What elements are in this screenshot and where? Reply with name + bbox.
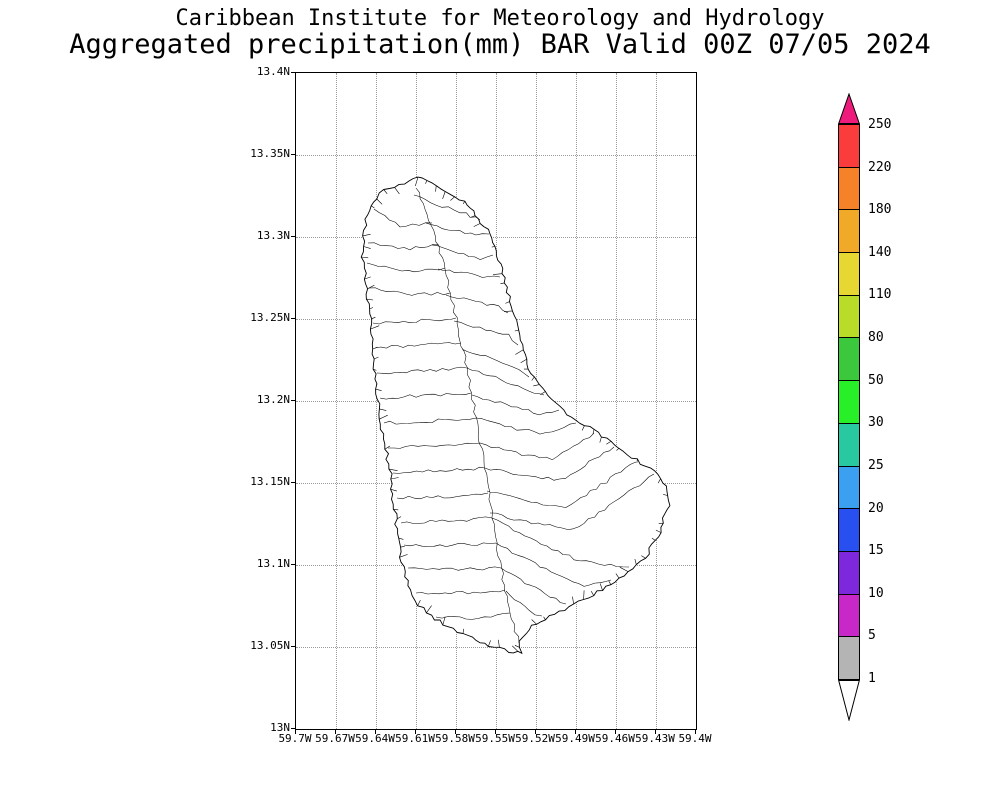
colorbar-segment xyxy=(839,423,859,467)
y-tick-mark xyxy=(291,236,296,237)
colorbar-segment xyxy=(839,637,859,679)
colorbar-label: 20 xyxy=(868,500,884,516)
colorbar-label: 180 xyxy=(868,202,892,218)
y-tick-mark xyxy=(291,646,296,647)
colorbar-segment xyxy=(839,551,859,595)
x-tick-label: 59.67W xyxy=(315,732,355,745)
colorbar-segment xyxy=(839,381,859,424)
x-tick-mark xyxy=(415,729,416,734)
y-tick-mark xyxy=(291,564,296,565)
colorbar-label: 25 xyxy=(868,457,884,473)
colorbar-label: 30 xyxy=(868,415,884,431)
y-tick-mark xyxy=(291,318,296,319)
map-plot-area xyxy=(295,72,697,730)
y-tick-label: 13.4N xyxy=(256,65,290,78)
colorbar-segment xyxy=(839,509,859,552)
x-tick-mark xyxy=(615,729,616,734)
colorbar-label: 50 xyxy=(868,372,884,388)
colorbar-segments xyxy=(838,124,860,680)
colorbar-label: 1 xyxy=(868,671,876,686)
colorbar-label: 10 xyxy=(868,585,884,601)
x-tick-label: 59.46W xyxy=(595,732,635,745)
x-tick-mark xyxy=(495,729,496,734)
y-tick-mark xyxy=(291,400,296,401)
org-title: Caribbean Institute for Meteorology and … xyxy=(175,6,825,31)
x-tick-mark xyxy=(295,729,296,734)
x-tick-label: 59.7W xyxy=(278,732,312,745)
y-tick-mark xyxy=(291,482,296,483)
barbados-coastline xyxy=(360,176,671,654)
y-tick-label: 13.3N xyxy=(256,229,290,242)
x-tick-label: 59.49W xyxy=(555,732,595,745)
colorbar-labels: 250 220 180 140 110 80 50 30 25 20 15 10 5 1 xyxy=(868,93,908,733)
vertical-gridline xyxy=(616,73,617,729)
y-tick-label: 13.15N xyxy=(250,475,290,488)
colorbar-label: 80 xyxy=(868,330,884,346)
y-tick-mark xyxy=(291,154,296,155)
colorbar-label: 140 xyxy=(868,244,892,260)
colorbar-segment xyxy=(839,167,859,211)
x-tick-mark xyxy=(655,729,656,734)
x-tick-mark xyxy=(695,729,696,734)
vertical-gridline xyxy=(376,73,377,729)
colorbar-segment xyxy=(839,125,859,168)
x-tick-mark xyxy=(335,729,336,734)
y-tick-mark xyxy=(291,728,296,729)
x-tick-mark xyxy=(375,729,376,734)
colorbar-label: 220 xyxy=(868,159,892,175)
y-tick-mark xyxy=(291,72,296,73)
barbados-map xyxy=(360,176,671,654)
colorbar-segment xyxy=(839,338,859,382)
x-tick-mark xyxy=(575,729,576,734)
y-tick-label: 13.05N xyxy=(250,639,290,652)
colorbar-top-arrow xyxy=(838,93,860,124)
x-tick-mark xyxy=(535,729,536,734)
colorbar-label: 250 xyxy=(868,117,892,132)
plot-title: Aggregated precipitation(mm) BAR Valid 0… xyxy=(69,29,931,60)
colorbar-legend: 250 220 180 140 110 80 50 30 25 20 15 10 5 1 xyxy=(838,93,898,733)
vertical-gridline xyxy=(656,73,657,729)
x-tick-label: 59.61W xyxy=(395,732,435,745)
colorbar-label: 15 xyxy=(868,543,884,559)
watershed-boundaries xyxy=(366,187,655,644)
y-tick-label: 13N xyxy=(270,721,290,734)
x-tick-label: 59.52W xyxy=(515,732,555,745)
x-tick-mark xyxy=(455,729,456,734)
colorbar-label: 5 xyxy=(868,628,876,644)
x-tick-label: 59.58W xyxy=(435,732,475,745)
y-tick-label: 13.2N xyxy=(256,393,290,406)
coastal-gullies xyxy=(361,177,668,652)
colorbar-segment xyxy=(839,210,859,254)
x-tick-label: 59.64W xyxy=(355,732,395,745)
x-tick-label: 59.4W xyxy=(678,732,712,745)
colorbar-bottom-arrow xyxy=(838,680,860,721)
y-tick-label: 13.25N xyxy=(250,311,290,324)
vertical-gridline xyxy=(576,73,577,729)
colorbar-segment xyxy=(839,253,859,296)
colorbar-segment xyxy=(839,295,859,339)
x-tick-label: 59.43W xyxy=(635,732,675,745)
y-tick-label: 13.35N xyxy=(250,147,290,160)
vertical-gridline xyxy=(336,73,337,729)
colorbar-segment xyxy=(839,466,859,510)
x-tick-label: 59.55W xyxy=(475,732,515,745)
colorbar-segment xyxy=(839,594,859,638)
y-tick-label: 13.1N xyxy=(256,557,290,570)
colorbar-label: 110 xyxy=(868,287,892,303)
